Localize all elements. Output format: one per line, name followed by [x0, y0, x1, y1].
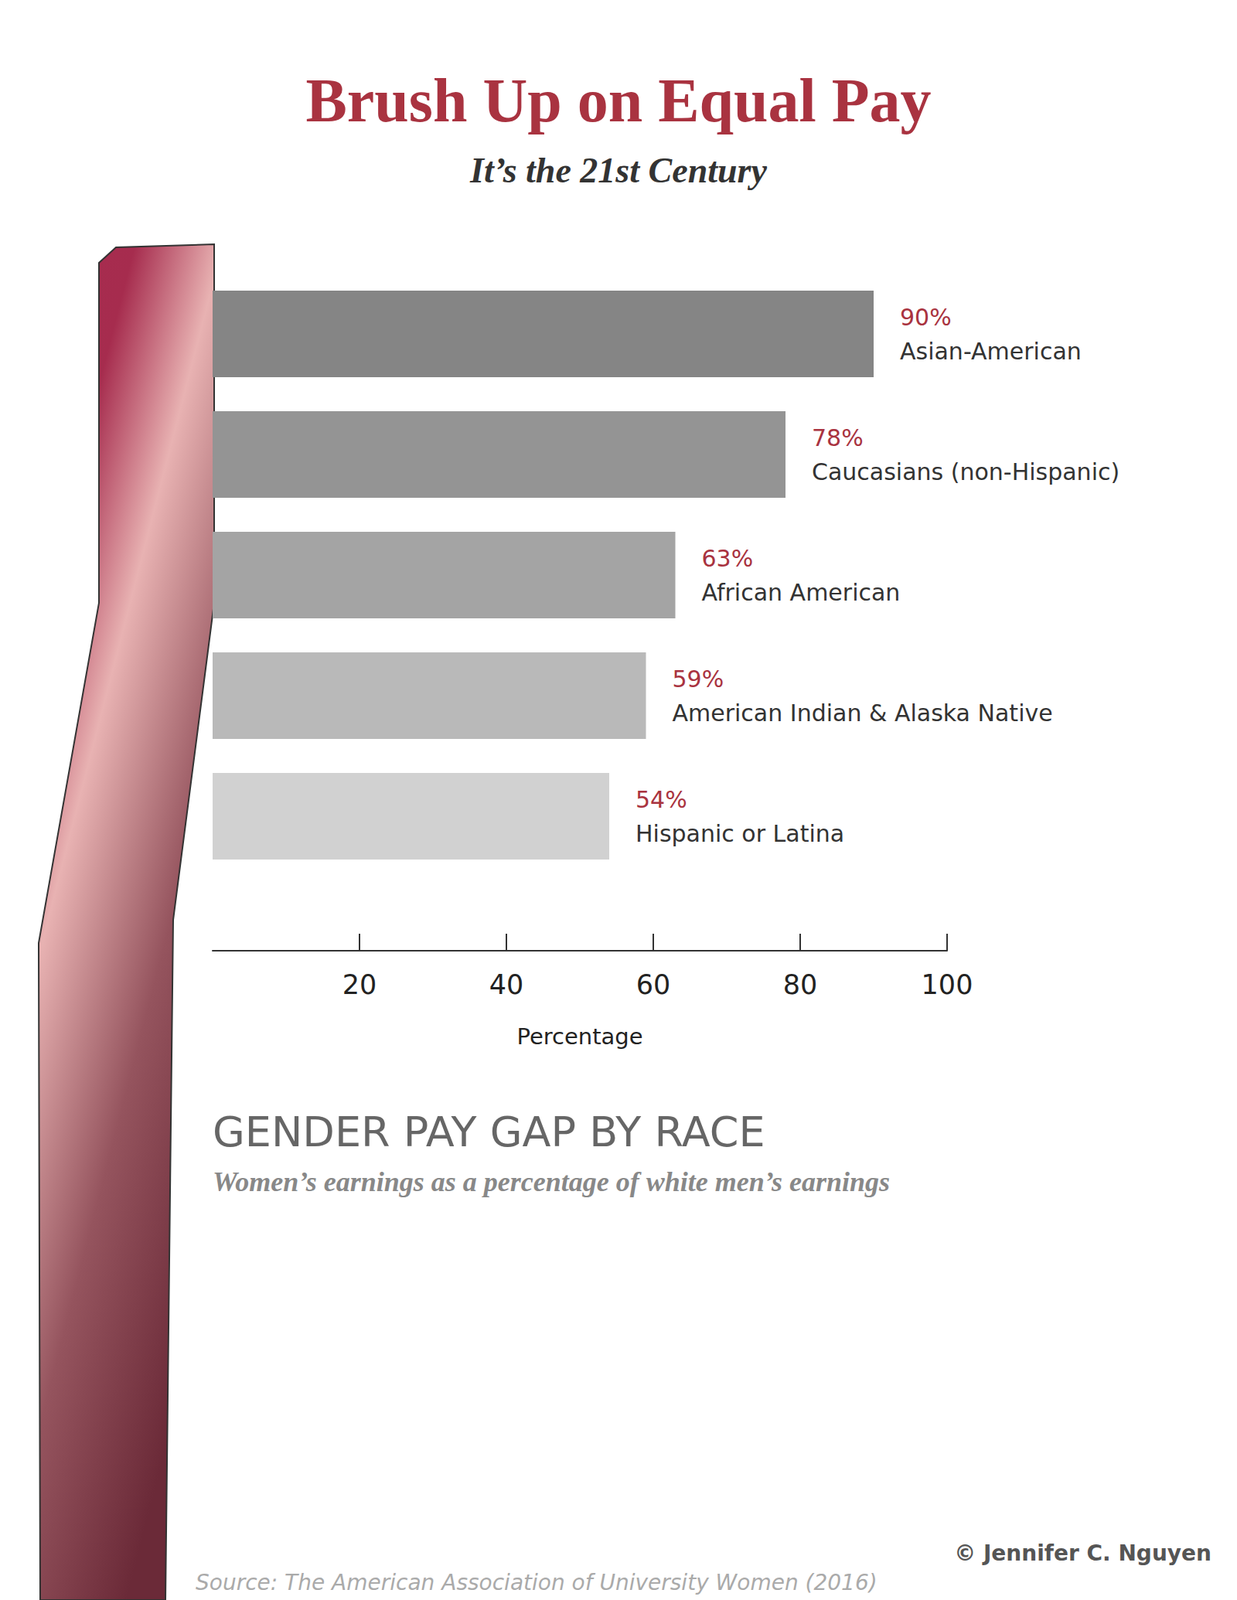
- svg-text:GENDER PAY GAP BY RACE: GENDER PAY GAP BY RACE: [212, 1107, 766, 1157]
- svg-text:Asian-American: Asian-American: [899, 337, 1082, 365]
- svg-text:63%: 63%: [701, 545, 754, 573]
- svg-text:Percentage: Percentage: [516, 1023, 643, 1050]
- svg-text:Women’s earnings as a percenta: Women’s earnings as a percentage of whit…: [212, 1166, 890, 1198]
- svg-text:54%: 54%: [635, 786, 688, 814]
- svg-text:40: 40: [489, 969, 525, 1001]
- svg-text:Brush Up on Equal Pay: Brush Up on Equal Pay: [305, 66, 931, 135]
- svg-text:© Jennifer C. Nguyen: © Jennifer C. Nguyen: [954, 1540, 1212, 1567]
- svg-text:80: 80: [783, 969, 818, 1001]
- svg-text:59%: 59%: [672, 665, 725, 693]
- svg-text:It’s the 21st Century: It’s the 21st Century: [469, 150, 767, 191]
- svg-text:90%: 90%: [899, 303, 952, 331]
- svg-text:78%: 78%: [811, 424, 864, 452]
- svg-text:African American: African American: [701, 579, 901, 607]
- svg-text:Hispanic or Latina: Hispanic or Latina: [635, 820, 845, 848]
- svg-text:American Indian & Alaska Nativ: American Indian & Alaska Native: [672, 699, 1053, 727]
- svg-text:Source: The American Associati: Source: The American Association of Univ…: [195, 1570, 878, 1596]
- svg-text:100: 100: [921, 969, 974, 1001]
- svg-text:60: 60: [636, 969, 672, 1001]
- svg-text:Caucasians (non-Hispanic): Caucasians (non-Hispanic): [811, 458, 1120, 486]
- svg-text:20: 20: [342, 969, 378, 1001]
